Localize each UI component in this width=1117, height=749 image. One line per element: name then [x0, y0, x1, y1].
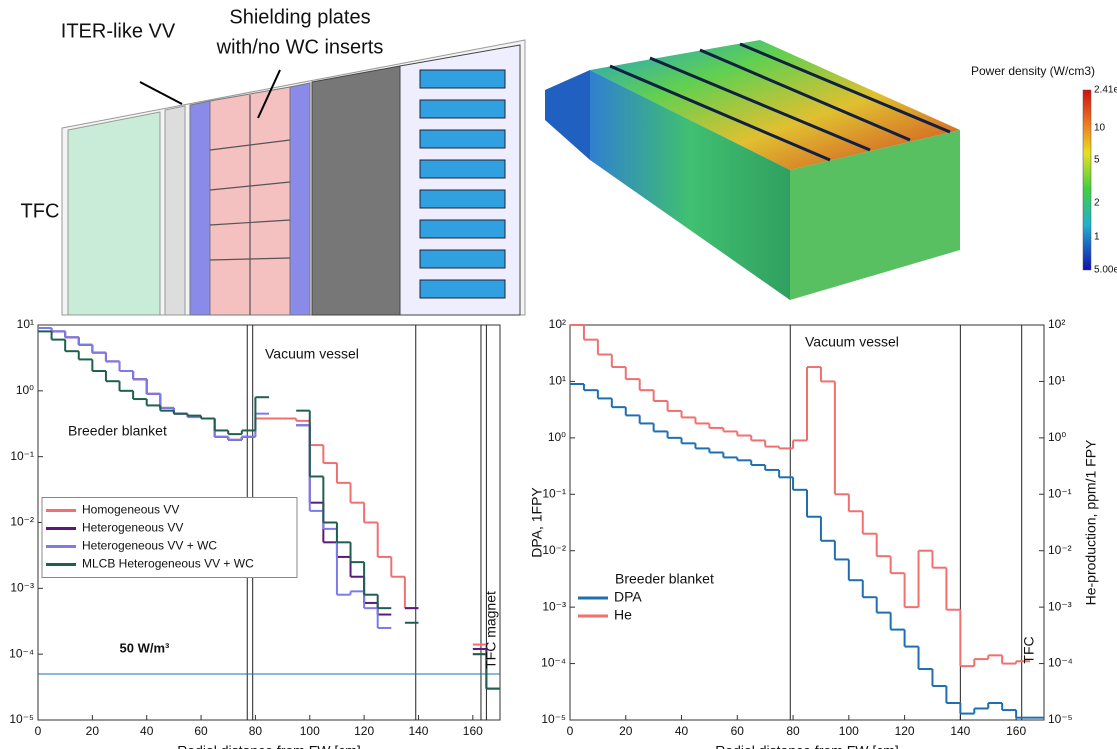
y2-tick-label: 10⁻³	[1048, 599, 1072, 613]
y-tick-label: 10⁻²	[542, 543, 566, 557]
x-tick-label: 120	[354, 724, 374, 738]
y2-tick-label: 10⁰	[1048, 430, 1066, 444]
annotation: Breeder blanket	[68, 423, 167, 439]
x-tick-label: 140	[408, 724, 428, 738]
legend-label: Homogeneous VV	[82, 503, 179, 517]
y-tick-label: 10⁻³	[542, 599, 566, 613]
y-axis-label: DPA, 1FPY	[529, 487, 545, 558]
y-tick-label: 10¹	[17, 317, 34, 331]
colorbar-label: 2.41e+01	[1094, 85, 1117, 96]
y2-tick-label: 10¹	[1048, 374, 1065, 388]
x-axis-label: Radial distance from FW [cm]	[715, 743, 899, 749]
colorbar-label: 1	[1094, 232, 1100, 243]
x-tick-label: 140	[950, 724, 970, 738]
annotation: Vacuum vessel	[805, 334, 899, 350]
x-tick-label: 100	[839, 724, 859, 738]
annotation: Breeder blanket	[615, 571, 714, 587]
legend-label: He	[614, 607, 632, 623]
legend-label: MLCB Heterogeneous VV + WC	[82, 557, 254, 571]
y-tick-label: 10⁰	[548, 430, 566, 444]
y2-tick-label: 10⁻⁴	[1048, 656, 1073, 670]
x-tick-label: 40	[675, 724, 689, 738]
y-tick-label: 10⁻¹	[10, 449, 34, 463]
y-tick-label: 10⁻¹	[542, 486, 566, 500]
diagram-label: with/no WC inserts	[216, 36, 384, 58]
y2-tick-label: 10⁻²	[1048, 543, 1072, 557]
legend-label: Heterogeneous VV + WC	[82, 539, 217, 553]
render-3d	[545, 40, 960, 300]
y-tick-label: 10⁻³	[10, 581, 34, 595]
colorbar-label: 5	[1094, 155, 1100, 166]
x-tick-label: 100	[300, 724, 320, 738]
x-tick-label: 60	[194, 724, 208, 738]
y2-tick-label: 10²	[1048, 317, 1065, 331]
legend-label: Heterogeneous VV	[82, 521, 183, 535]
x-tick-label: 80	[786, 724, 800, 738]
figure: Power density (W/cm3) ITER-like VV Shield…	[0, 0, 1117, 749]
diagram-label: ITER-like VV	[61, 20, 176, 42]
x-tick-label: 0	[35, 724, 42, 738]
y-tick-label: 10²	[549, 317, 566, 331]
colorbar	[1083, 90, 1091, 270]
diagram-label: Shielding plates	[229, 6, 370, 28]
colorbar-label: 10	[1094, 123, 1106, 134]
threshold-label: 50 W/m³	[120, 640, 171, 655]
colorbar-label: 2	[1094, 198, 1100, 209]
y2-tick-label: 10⁻¹	[1048, 486, 1072, 500]
x-tick-label: 0	[567, 724, 574, 738]
y-tick-label: 10⁻⁴	[541, 656, 566, 670]
annotation: Vacuum vessel	[265, 346, 359, 362]
x-tick-label: 60	[731, 724, 745, 738]
y-tick-label: 10⁻⁵	[9, 712, 34, 726]
page: Power density (W/cm3) ITER-like VV Shield…	[0, 0, 1117, 749]
annotation: TFC	[1021, 636, 1037, 663]
x-tick-label: 20	[86, 724, 100, 738]
colorbar-title: Power density (W/cm3)	[971, 64, 1095, 78]
annotation: TFC magnet	[483, 591, 499, 669]
x-axis-label: Radial distance from FW [cm]	[177, 743, 361, 749]
legend-label: DPA	[614, 589, 642, 605]
y-tick-label: 10⁻⁴	[9, 646, 34, 660]
y-tick-label: 10⁻²	[10, 515, 34, 529]
y2-tick-label: 10⁻⁵	[1048, 712, 1073, 726]
x-tick-label: 80	[249, 724, 263, 738]
colorbar-label: 5.00e-01	[1094, 265, 1117, 276]
x-tick-label: 120	[895, 724, 915, 738]
y-tick-label: 10¹	[549, 374, 566, 388]
x-tick-label: 20	[619, 724, 633, 738]
diagram-label: TFC	[21, 200, 60, 222]
x-tick-label: 160	[463, 724, 483, 738]
y2-axis-label: He-production, ppm/1 FPY	[1083, 439, 1099, 605]
cad-drawing	[62, 40, 525, 315]
x-tick-label: 160	[1006, 724, 1026, 738]
x-tick-label: 40	[140, 724, 154, 738]
y-tick-label: 10⁰	[16, 383, 34, 397]
y-tick-label: 10⁻⁵	[541, 712, 566, 726]
